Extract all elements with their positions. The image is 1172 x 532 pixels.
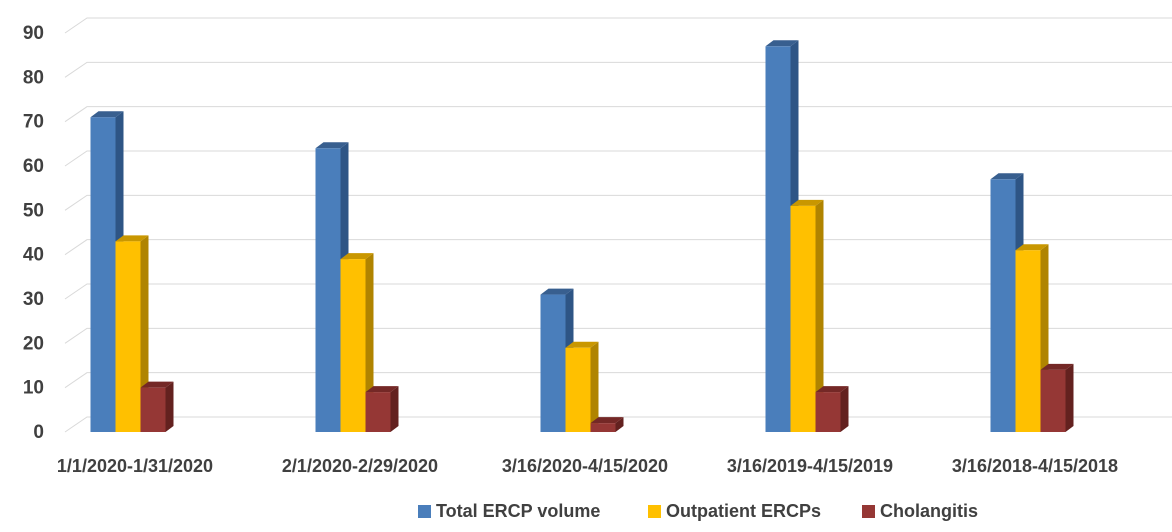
bar-side: [615, 417, 624, 432]
bar-side: [815, 199, 824, 432]
x-axis-category-labels: 1/1/2020-1/31/2020 2/1/2020-2/29/2020 3/16…: [57, 456, 1118, 476]
gridline: [64, 17, 1172, 34]
bar-front: [565, 347, 591, 432]
bar-side: [140, 235, 149, 432]
bar-front: [340, 259, 366, 432]
bar-side: [165, 381, 174, 432]
bar-front: [1015, 250, 1041, 432]
bar: [340, 253, 374, 432]
bar-top: [315, 142, 349, 149]
y-axis-tick-labels: 0 10 20 30 40 50 60 70 80 90: [23, 23, 44, 443]
bar-front: [1040, 369, 1066, 432]
bar-top: [140, 381, 174, 388]
bar-front: [115, 241, 141, 432]
bar-top: [90, 111, 124, 118]
bar-front: [540, 294, 566, 432]
bar: [140, 381, 174, 432]
legend-label: Cholangitis: [880, 501, 978, 521]
legend: Total ERCP volume Outpatient ERCPs Cholang…: [418, 501, 978, 521]
bar-front: [590, 423, 616, 432]
bar: [365, 386, 399, 432]
bar: [115, 235, 149, 432]
bar-side: [390, 386, 399, 432]
bar: [590, 417, 624, 432]
bar-front: [140, 387, 166, 432]
bar-front: [990, 179, 1016, 432]
bar-side: [590, 341, 599, 432]
bar-side: [365, 253, 374, 432]
y-tick-label: 50: [23, 200, 44, 221]
bar: [765, 40, 799, 433]
bar-top: [365, 386, 399, 393]
bar: [1040, 363, 1074, 432]
x-category-label: 1/1/2020-1/31/2020: [57, 456, 213, 476]
y-tick-label: 30: [23, 289, 44, 310]
gridline: [64, 106, 1172, 123]
y-tick-label: 60: [23, 156, 44, 177]
x-category-label: 3/16/2020-4/15/2020: [502, 456, 668, 476]
bar-front: [315, 148, 341, 432]
bar-top: [990, 173, 1024, 180]
bar-front: [815, 392, 841, 432]
x-category-label: 2/1/2020-2/29/2020: [282, 456, 438, 476]
bar-top: [115, 235, 149, 242]
bar-top: [590, 417, 624, 424]
legend-item: Total ERCP volume: [418, 501, 600, 521]
bar: [815, 386, 849, 432]
bar-side: [1065, 363, 1074, 432]
legend-item: Cholangitis: [862, 501, 978, 521]
legend-item: Outpatient ERCPs: [648, 501, 821, 521]
legend-label: Outpatient ERCPs: [666, 501, 821, 521]
legend-label: Total ERCP volume: [436, 501, 600, 521]
bar-top: [790, 199, 824, 206]
bar-side: [840, 386, 849, 432]
y-tick-label: 10: [23, 378, 44, 399]
bar-front: [790, 205, 816, 432]
bar-top: [540, 288, 574, 295]
bar-top: [815, 386, 849, 393]
gridline: [64, 194, 1172, 211]
y-tick-label: 80: [23, 67, 44, 88]
y-tick-label: 40: [23, 245, 44, 266]
bar-top: [1040, 363, 1074, 370]
bar: [790, 199, 824, 432]
bar-top: [565, 341, 599, 348]
legend-swatch: [862, 505, 875, 518]
bar-top: [765, 40, 799, 47]
y-tick-label: 20: [23, 333, 44, 354]
gridline: [64, 61, 1172, 78]
bar-front: [365, 392, 391, 432]
x-category-label: 3/16/2019-4/15/2019: [727, 456, 893, 476]
legend-swatch: [418, 505, 431, 518]
bar: [565, 341, 599, 432]
y-tick-label: 0: [33, 422, 44, 443]
gridlines: [64, 17, 1172, 433]
y-tick-label: 90: [23, 23, 44, 44]
bar-front: [765, 46, 791, 433]
y-tick-label: 70: [23, 112, 44, 133]
bar-top: [340, 253, 374, 260]
bar-front: [90, 117, 116, 432]
x-category-label: 3/16/2018-4/15/2018: [952, 456, 1118, 476]
bars: [90, 40, 1074, 433]
gridline: [64, 150, 1172, 167]
legend-swatch: [648, 505, 661, 518]
bar-top: [1015, 244, 1049, 251]
